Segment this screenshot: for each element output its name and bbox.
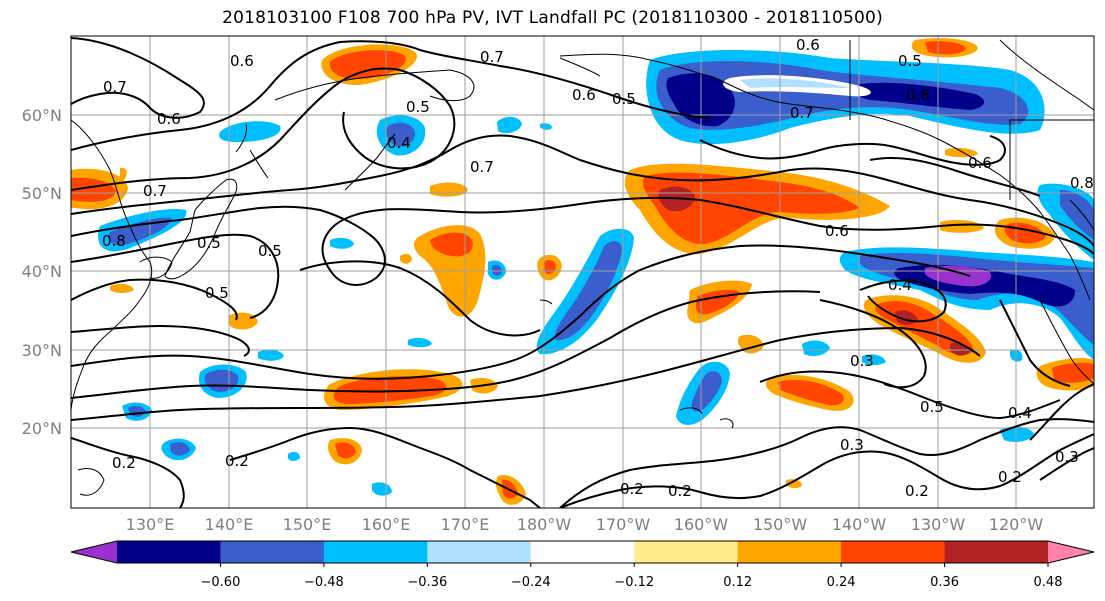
lat-label: 20°N xyxy=(22,419,62,438)
contour-label: 0.4 xyxy=(387,134,411,152)
contour-label-layer: 0.6 0.7 0.6 0.7 0.8 0.5 0.5 0.2 0.2 0.7 … xyxy=(102,36,1094,500)
colorbar-tick-label: −0.36 xyxy=(407,575,447,590)
contour-label: 0.6 xyxy=(968,154,992,172)
colorbar-tick-label: 0.36 xyxy=(930,575,959,590)
lat-label: 30°N xyxy=(22,341,62,360)
lon-label: 130°W xyxy=(911,515,966,534)
colorbar-tick-label: 0.24 xyxy=(827,575,856,590)
contour-label: 0.5 xyxy=(612,90,636,108)
longitude-axis: 130°E 140°E 150°E 160°E 170°E 180°W 170°… xyxy=(126,515,1044,534)
lat-label: 50°N xyxy=(22,184,62,203)
colorbar-segments xyxy=(71,541,1094,563)
contour-label: 0.3 xyxy=(850,352,874,370)
colorbar-tick-label: 0.48 xyxy=(1034,575,1063,590)
colorbar-segment xyxy=(944,541,1049,563)
contour-label: 0.6 xyxy=(230,52,254,70)
colorbar: −0.60 −0.48 −0.36 −0.24 −0.12 0.12 0.24 0.36 0.4… xyxy=(70,540,1095,590)
contour-label: 0.3 xyxy=(1055,448,1079,466)
contour-label: 0.5 xyxy=(898,52,922,70)
contour-label: 0.2 xyxy=(620,480,644,498)
lon-label: 160°E xyxy=(362,515,411,534)
contour-lines xyxy=(71,37,1094,508)
lon-label: 140°W xyxy=(832,515,887,534)
colorbar-segment xyxy=(634,541,739,563)
contour-label: 0.5 xyxy=(920,398,944,416)
latitude-axis: 60°N 50°N 40°N 30°N 20°N xyxy=(22,106,62,438)
lon-label: 140°E xyxy=(205,515,254,534)
lat-label: 60°N xyxy=(22,106,62,125)
lon-label: 160°W xyxy=(674,515,729,534)
lon-label: 170°W xyxy=(596,515,651,534)
map-frame xyxy=(70,35,1095,509)
contour-label: 0.2 xyxy=(112,454,136,472)
colorbar-tick-label: −0.48 xyxy=(304,575,344,590)
colorbar-segment xyxy=(220,541,325,563)
contour-label: 0.6 xyxy=(157,110,181,128)
contour-label: 0.8 xyxy=(906,86,930,104)
colorbar-segment xyxy=(323,541,428,563)
colorbar-segment xyxy=(841,541,946,563)
lon-label: 120°W xyxy=(989,515,1044,534)
colorbar-tick-label: −0.24 xyxy=(511,575,551,590)
colorbar-tick-label: 0.12 xyxy=(723,575,752,590)
map-title: 2018103100 F108 700 hPa PV, IVT Landfall… xyxy=(222,8,883,28)
colorbar-tick-label: −0.12 xyxy=(614,575,654,590)
colorbar-segment xyxy=(737,541,842,563)
colorbar-segment xyxy=(117,541,221,563)
lon-label: 180°W xyxy=(517,515,572,534)
contour-label: 0.5 xyxy=(205,284,229,302)
contour-label: 0.7 xyxy=(143,182,167,200)
contour-label: 0.3 xyxy=(840,436,864,454)
colorbar-segment xyxy=(427,541,532,563)
colorbar-outline xyxy=(70,540,1095,564)
contour-label: 0.7 xyxy=(103,78,127,96)
colorbar-ticks: −0.60 −0.48 −0.36 −0.24 −0.12 0.12 0.24 0.36 0.4… xyxy=(201,563,1063,590)
colorbar-tick-label: −0.60 xyxy=(201,575,241,590)
contour-label: 0.2 xyxy=(668,482,692,500)
lon-label: 130°E xyxy=(126,515,175,534)
contour-label: 0.7 xyxy=(480,48,504,66)
contour-label: 0.2 xyxy=(905,482,929,500)
contour-label: 0.2 xyxy=(225,452,249,470)
colorbar-extend-low xyxy=(71,541,117,563)
lat-label: 40°N xyxy=(22,262,62,281)
contour-label: 0.2 xyxy=(998,468,1022,486)
contour-label: 0.6 xyxy=(796,36,820,54)
lon-label: 170°E xyxy=(441,515,490,534)
lon-label: 150°W xyxy=(753,515,808,534)
colorbar-segment xyxy=(530,541,635,563)
contour-label: 0.6 xyxy=(572,86,596,104)
contour-label: 0.8 xyxy=(1070,174,1094,192)
contour-label: 0.4 xyxy=(1008,404,1032,422)
lon-label: 150°E xyxy=(283,515,332,534)
contour-label: 0.5 xyxy=(406,98,430,116)
contour-label: 0.6 xyxy=(825,222,849,240)
map-panel: 0.6 0.7 0.6 0.7 0.8 0.5 0.5 0.2 0.2 0.7 … xyxy=(70,35,1095,509)
contour-label: 0.8 xyxy=(102,232,126,250)
colorbar-extend-high xyxy=(1048,541,1094,563)
contour-label: 0.5 xyxy=(197,234,221,252)
contour-label: 0.7 xyxy=(790,104,814,122)
contour-label: 0.5 xyxy=(258,242,282,260)
contour-label: 0.7 xyxy=(470,158,494,176)
contour-label: 0.4 xyxy=(888,276,912,294)
